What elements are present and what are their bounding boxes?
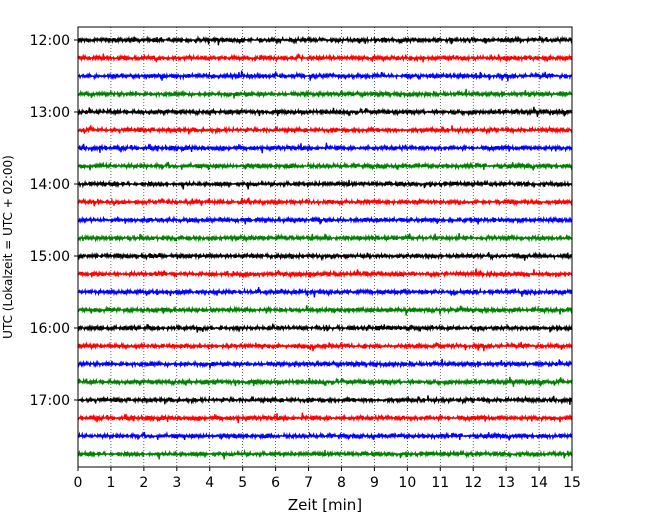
y-tick-label: 15:00 (30, 249, 70, 265)
x-tick-label: 7 (304, 475, 313, 491)
y-axis-ticks: 12:00 13:00 14:00 15:00 16:00 17:00 (30, 33, 78, 409)
trace-1230 (77, 70, 573, 82)
x-tick-label: 13 (497, 475, 515, 491)
trace-1200 (77, 35, 573, 46)
x-tick-label: 15 (563, 475, 581, 491)
trace-1645 (77, 376, 573, 387)
plot-frame (77, 26, 573, 468)
trace-1600 (77, 323, 573, 333)
trace-1745 (77, 448, 573, 460)
trace-1215 (77, 53, 573, 63)
trace-1345 (77, 160, 573, 171)
trace-1630 (77, 358, 573, 369)
trace-1300 (77, 106, 573, 117)
trace-1515 (77, 268, 573, 279)
trace-1530 (77, 287, 573, 298)
trace-1700 (77, 395, 573, 406)
x-tick-label: 3 (172, 475, 181, 491)
x-axis-ticks: 0 1 2 3 4 5 6 7 8 9 10 11 12 13 14 15 (74, 467, 581, 491)
y-tick-label: 14:00 (30, 177, 70, 193)
trace-1445 (77, 233, 573, 243)
x-tick-label: 4 (205, 475, 214, 491)
x-tick-label: 8 (337, 475, 346, 491)
x-axis-label: Zeit [min] (288, 496, 362, 514)
y-tick-label: 16:00 (30, 321, 70, 337)
x-tick-label: 11 (431, 475, 449, 491)
trace-1400 (77, 179, 573, 190)
vertical-grid (110, 27, 540, 467)
x-tick-label: 0 (74, 475, 83, 491)
trace-1715 (77, 412, 573, 424)
x-tick-label: 2 (139, 475, 148, 491)
trace-1315 (77, 125, 573, 136)
trace-1615 (77, 341, 573, 352)
x-tick-label: 5 (238, 475, 247, 491)
y-tick-label: 12:00 (30, 33, 70, 49)
trace-1330 (77, 142, 573, 154)
trace-group (77, 35, 573, 460)
y-tick-label: 17:00 (30, 393, 70, 409)
x-tick-label: 6 (271, 475, 280, 491)
trace-1430 (77, 215, 573, 225)
x-tick-label: 12 (464, 475, 482, 491)
trace-1415 (77, 197, 573, 207)
y-tick-label: 13:00 (30, 105, 70, 121)
y-axis-label: UTC (Lokalzeit = UTC + 02:00) (1, 155, 15, 339)
x-tick-label: 14 (530, 475, 548, 491)
trace-1730 (77, 430, 573, 441)
x-tick-label: 9 (370, 475, 379, 491)
x-tick-label: 10 (398, 475, 416, 491)
x-tick-label: 1 (106, 475, 115, 491)
trace-1245 (77, 88, 573, 99)
trace-1500 (77, 251, 573, 262)
trace-1545 (77, 305, 573, 316)
